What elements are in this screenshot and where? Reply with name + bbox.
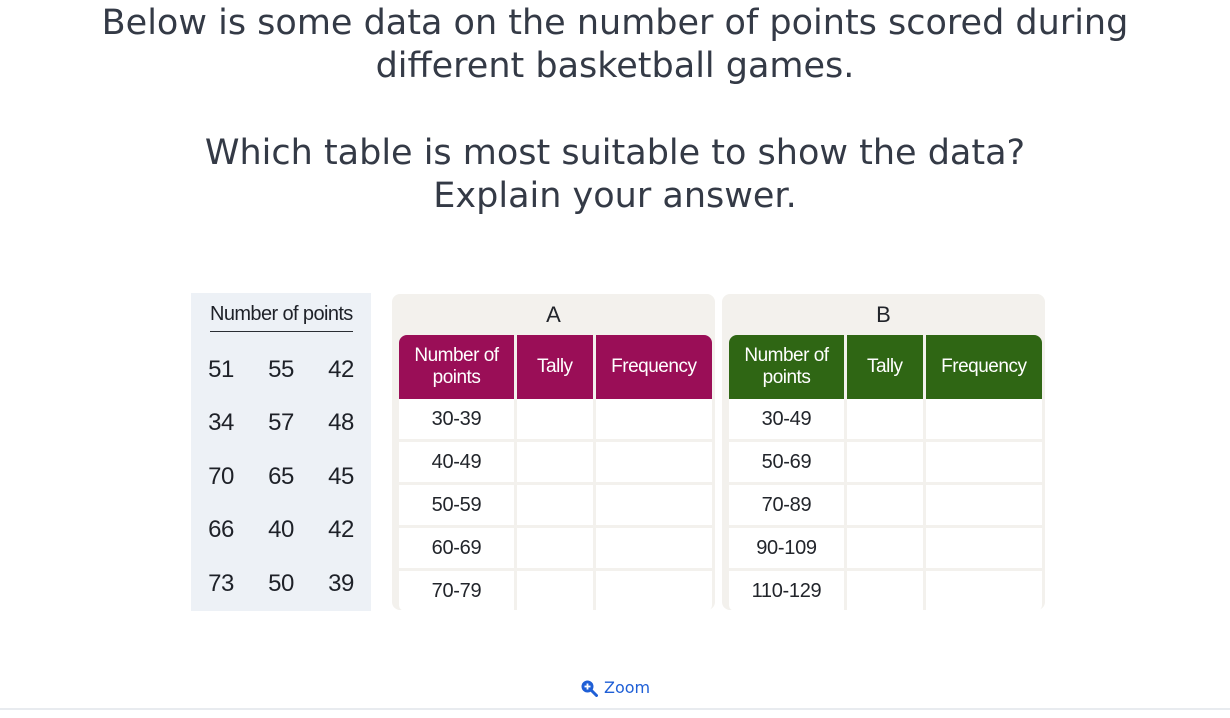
raw-data-row: 51 55 42 [191,343,371,397]
raw-data-value: 51 [208,355,234,383]
raw-data-value: 48 [328,409,354,437]
table-row: 50-69 [729,442,1042,485]
question-line-2: Which table is most suitable to show the… [204,133,1026,173]
table-b-card: B Number of points Tally Frequency 30-49… [722,294,1045,611]
raw-data-value: 42 [328,516,354,544]
frequency-cell [595,571,712,611]
tally-cell [846,399,923,442]
table-a-interval: 30-39 [399,399,514,442]
table-row: 110-129 [729,571,1042,611]
frequency-cell [925,485,1042,528]
frequency-cell [925,399,1042,442]
table-a-interval: 60-69 [399,528,514,571]
table-a-header-points: Number of points [399,335,514,399]
raw-data-grid: 51 55 42 34 57 48 70 65 45 66 40 42 73 5… [191,343,371,611]
table-row: 70-79 [399,571,712,611]
table-b-letter: B [876,302,891,327]
table-b-header-frequency: Frequency [925,335,1042,399]
tally-cell [846,442,923,485]
tally-cell [516,485,593,528]
tally-cell [846,528,923,571]
raw-data-value: 55 [268,355,294,383]
frequency-cell [595,399,712,442]
table-b-interval: 30-49 [729,399,844,442]
frequency-cell [595,442,712,485]
table-b-interval: 50-69 [729,442,844,485]
table-row: 30-49 [729,399,1042,442]
table-b: Number of points Tally Frequency 30-49 5… [726,335,1045,611]
table-b-header-tally: Tally [846,335,923,399]
raw-data-value: 73 [208,569,234,597]
raw-data-row: 34 57 48 [191,397,371,451]
tally-cell [516,528,593,571]
zoom-in-icon [581,680,598,697]
raw-data-value: 40 [268,516,294,544]
table-a-card: A Number of points Tally Frequency 30-39… [392,294,715,611]
table-row: 90-109 [729,528,1042,571]
table-b-interval: 70-89 [729,485,844,528]
table-row: 60-69 [399,528,712,571]
frequency-cell [595,528,712,571]
tally-cell [846,485,923,528]
raw-data-row: 66 40 42 [191,504,371,558]
tally-cell [516,571,593,611]
table-a-interval: 40-49 [399,442,514,485]
raw-data-value: 42 [328,355,354,383]
raw-data-row: 70 65 45 [191,450,371,504]
table-a-letter: A [546,302,561,327]
divider [0,708,1230,710]
table-a-interval: 70-79 [399,571,514,611]
raw-data-value: 57 [268,409,294,437]
raw-data-row: 73 50 39 [191,557,371,611]
zoom-label: Zoom [604,678,651,697]
raw-data-value: 65 [268,462,294,490]
raw-data-value: 50 [268,569,294,597]
table-row: 50-59 [399,485,712,528]
table-b-interval: 110-129 [729,571,844,611]
question-line-3: Explain your answer. [433,176,797,216]
frequency-cell [925,528,1042,571]
table-b-header-points: Number of points [729,335,844,399]
frequency-cell [925,571,1042,611]
tally-cell [846,571,923,611]
raw-data-value: 45 [328,462,354,490]
frequency-cell [925,442,1042,485]
table-row: 30-39 [399,399,712,442]
frequency-cell [595,485,712,528]
raw-data-value: 66 [208,516,234,544]
raw-data-value: 39 [328,569,354,597]
tally-cell [516,399,593,442]
table-a-header-frequency: Frequency [595,335,712,399]
table-b-interval: 90-109 [729,528,844,571]
raw-data-value: 70 [208,462,234,490]
question-line-1: Below is some data on the number of poin… [101,3,1129,86]
table-a-header-tally: Tally [516,335,593,399]
raw-data-panel: Number of points 51 55 42 34 57 48 70 65… [191,293,371,611]
table-a-interval: 50-59 [399,485,514,528]
zoom-button[interactable]: Zoom [580,678,650,697]
table-row: 40-49 [399,442,712,485]
question-block-2: Which table is most suitable to show the… [40,132,1190,218]
table-row: 70-89 [729,485,1042,528]
raw-data-value: 34 [208,409,234,437]
raw-data-title: Number of points [210,301,353,332]
tally-cell [516,442,593,485]
table-a: Number of points Tally Frequency 30-39 4… [396,335,715,611]
